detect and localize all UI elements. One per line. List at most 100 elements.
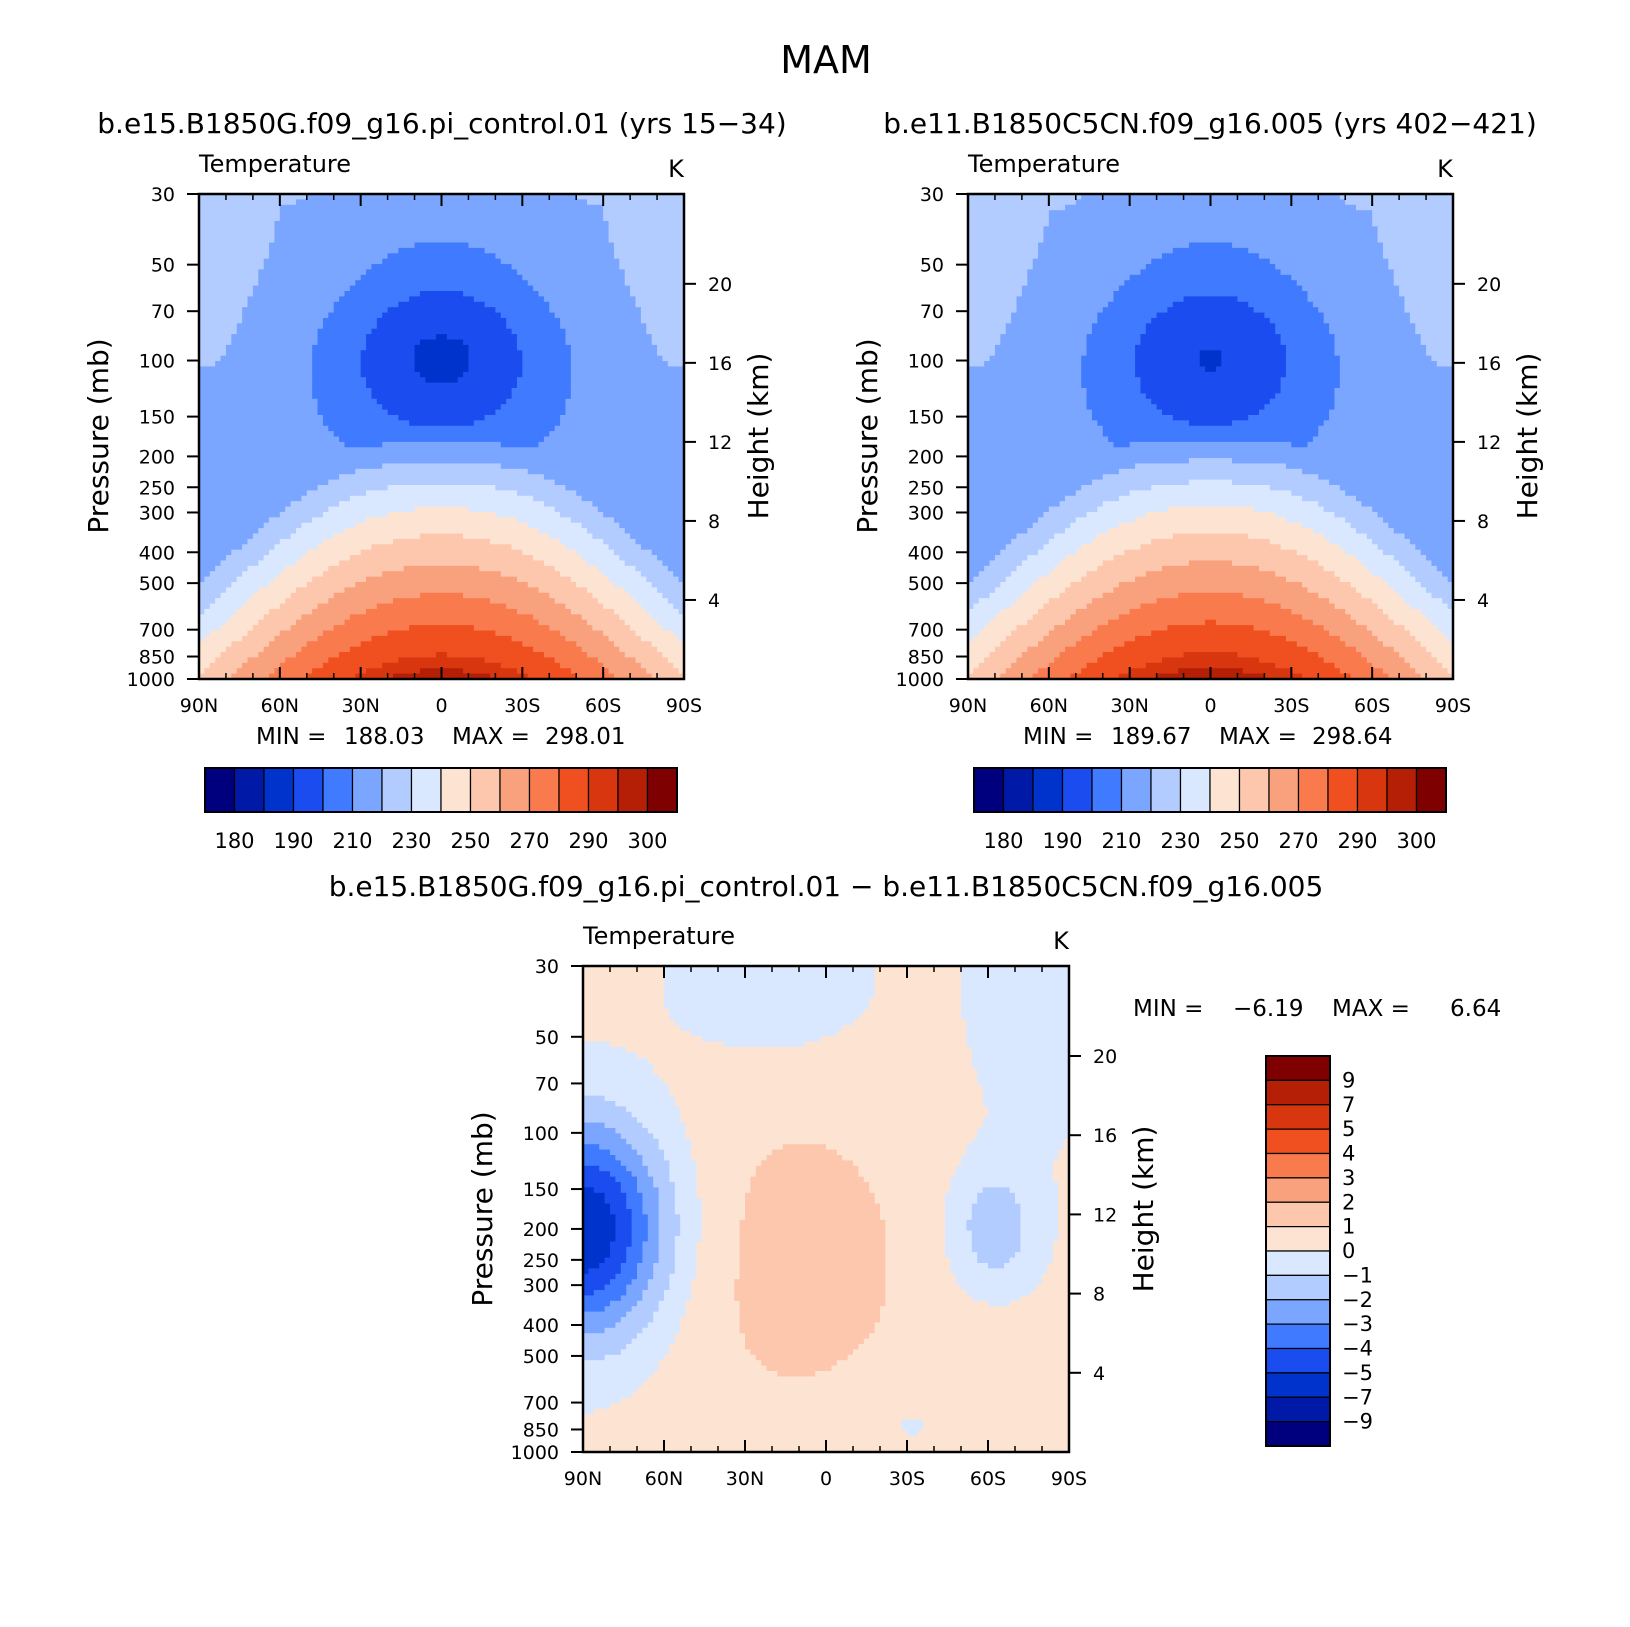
contour-cell [853, 1160, 962, 1167]
contour-cell [554, 565, 599, 572]
contour-cell [1382, 608, 1422, 615]
contour-cell [1048, 220, 1373, 227]
contour-cell [1264, 673, 1303, 679]
contour-cell [968, 307, 1018, 314]
contour-cell [495, 409, 567, 416]
contour-cell [1393, 587, 1427, 594]
contour-cell [599, 1144, 633, 1151]
contour-cell [994, 344, 1088, 351]
contour-cell [587, 652, 626, 659]
contour-cell [312, 366, 362, 373]
contour-cell [968, 571, 980, 578]
contour-cell [506, 323, 561, 330]
contour-cell [1426, 587, 1453, 594]
y-tick-label: 700 [908, 620, 944, 642]
contour-cell [674, 1192, 697, 1199]
contour-cell [597, 506, 684, 513]
contour-cell [1091, 323, 1147, 330]
contour-cell [371, 264, 513, 271]
contour-cell [1075, 517, 1136, 524]
contour-cell [1135, 463, 1287, 470]
contour-cell [604, 1198, 627, 1205]
contour-cell [1102, 592, 1179, 599]
contour-cell [1269, 485, 1341, 491]
y2-axis-label: Height (km) [1127, 1126, 1160, 1293]
contour-cell [587, 619, 626, 626]
contour-cell [463, 592, 550, 599]
contour-cell [620, 1160, 643, 1167]
contour-cell [306, 673, 356, 679]
contour-cell [1020, 1241, 1054, 1248]
contour-cell [869, 1182, 951, 1188]
contour-cell [360, 274, 523, 281]
contour-cell [613, 608, 647, 615]
contour-cell [1015, 1192, 1059, 1199]
contour-cell [1334, 388, 1453, 394]
contour-cell [620, 1187, 638, 1194]
contour-cell [1113, 646, 1309, 653]
contour-cell [1442, 662, 1453, 669]
contour-cell [664, 971, 876, 978]
contour-cell [831, 1365, 1069, 1372]
contour-cell [642, 1203, 660, 1210]
contour-cell [209, 571, 243, 578]
contour-cell [863, 1009, 962, 1016]
contour-cell [199, 350, 227, 357]
contour-cell [1027, 274, 1131, 281]
contour-cell [409, 420, 475, 427]
contour-cell [968, 258, 1034, 265]
contour-cell [581, 646, 620, 653]
contour-cell [549, 307, 642, 314]
contour-cell [339, 296, 410, 303]
contour-cell [583, 1063, 654, 1070]
contour-cell [761, 1360, 838, 1367]
contour-cell [696, 1273, 741, 1280]
contour-cell [968, 382, 1082, 389]
contour-cell [1091, 630, 1152, 637]
colorbar-swatch [410, 767, 442, 813]
contour-cell [966, 1030, 1069, 1037]
contour-cell [966, 1144, 1065, 1151]
contour-cell [1296, 641, 1346, 648]
contour-cell [1409, 538, 1453, 545]
contour-cell [1048, 506, 1098, 513]
contour-cell [1048, 210, 1373, 217]
contour-cell [463, 533, 550, 540]
contour-cell [1275, 662, 1336, 669]
height-tick-label: 12 [708, 432, 732, 454]
contour-cell [225, 619, 259, 626]
contour-cell [944, 1236, 973, 1242]
contour-cell [619, 555, 658, 562]
contour-cell [637, 1300, 660, 1307]
contour-cell [419, 339, 464, 346]
contour-cell [968, 210, 1050, 217]
colorbar-label: 290 [1337, 829, 1377, 853]
contour-cell [1415, 328, 1453, 335]
contour-cell [1009, 1300, 1069, 1307]
contour-cell [1118, 582, 1303, 588]
contour-cell [1020, 1209, 1059, 1215]
contour-cell [653, 1133, 687, 1140]
contour-cell [1447, 668, 1453, 675]
contour-cell [1329, 598, 1373, 605]
contour-cell [583, 1074, 660, 1080]
contour-cell [1285, 344, 1336, 351]
contour-cell [199, 258, 265, 265]
contour-cell [971, 1236, 1021, 1242]
contour-cell [583, 1425, 903, 1431]
contour-cell [1047, 1268, 1069, 1275]
contour-cell [1291, 441, 1309, 448]
contour-cell [516, 382, 572, 389]
contour-cell [285, 565, 329, 572]
contour-cell [982, 1095, 1069, 1102]
contour-cell [1372, 598, 1406, 605]
contour-cell [339, 436, 545, 443]
contour-cell [653, 1182, 676, 1188]
contour-cell [274, 220, 610, 227]
contour-cell [301, 522, 356, 529]
contour-cell [1420, 673, 1453, 679]
contour-cell [674, 1203, 703, 1210]
field-label: Temperature [967, 150, 1120, 178]
min-max-readout: MIN = −6.19 MAX = 6.64 [1133, 996, 1501, 1022]
y-tick-label: 30 [535, 956, 559, 978]
